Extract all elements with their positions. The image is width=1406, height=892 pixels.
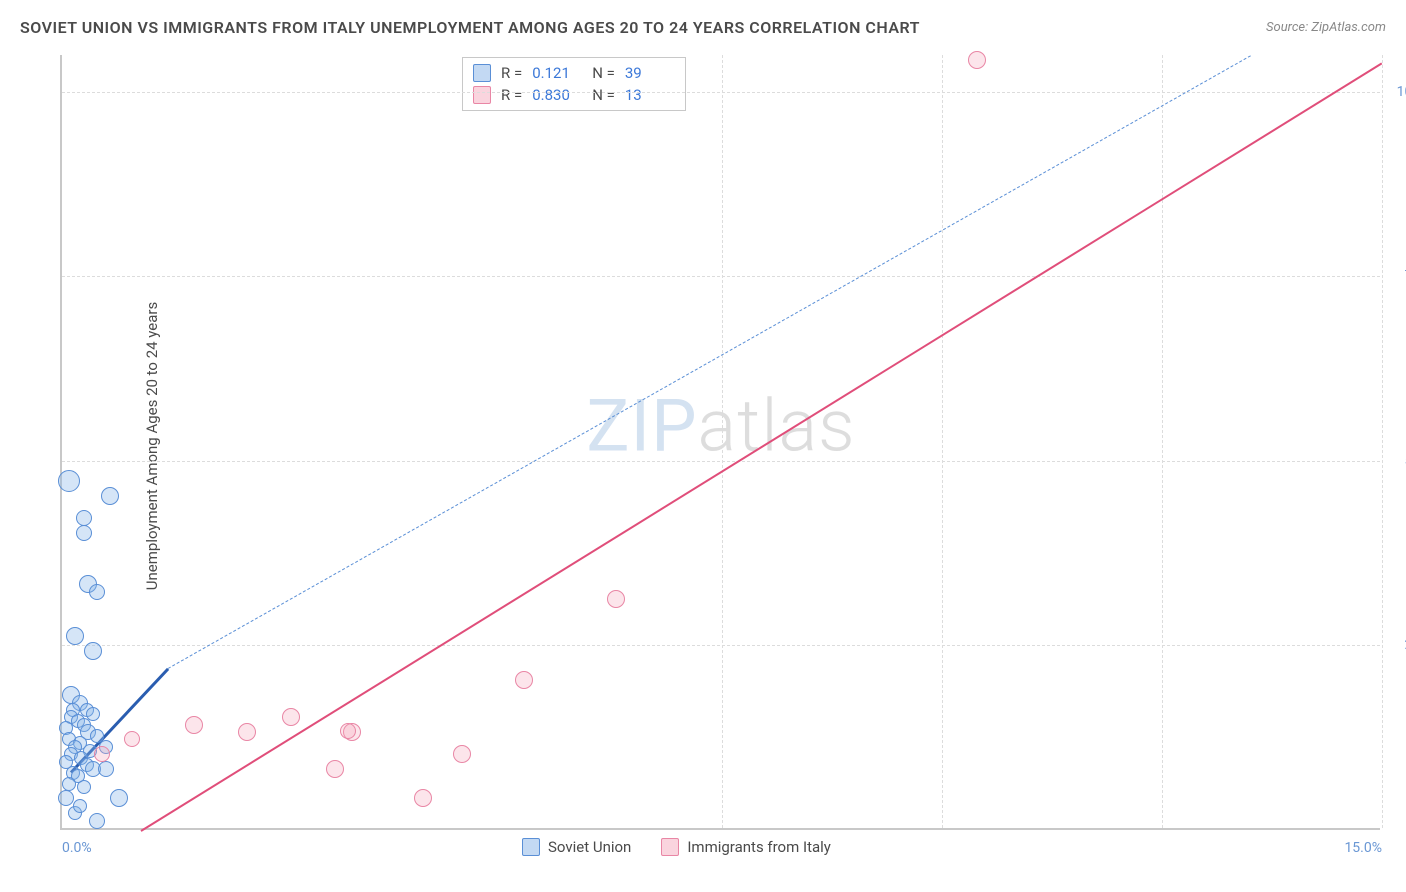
data-point <box>58 470 80 492</box>
data-point <box>515 671 533 689</box>
data-point <box>89 584 105 600</box>
data-point <box>326 760 344 778</box>
watermark-bold: ZIP <box>586 384 697 469</box>
data-point <box>98 761 114 777</box>
data-point <box>238 723 256 741</box>
data-point <box>73 799 87 813</box>
title-bar: SOVIET UNION VS IMMIGRANTS FROM ITALY UN… <box>20 18 1386 37</box>
data-point <box>185 716 203 734</box>
data-point <box>62 777 76 791</box>
swatch-blue-icon <box>473 64 491 82</box>
stats-row: R = 0.121 N = 39 <box>473 62 675 84</box>
data-point <box>76 525 92 541</box>
gridline-v <box>1162 55 1163 828</box>
plot-area: ZIPatlas R = 0.121 N = 39 R = 0.830 N = … <box>60 55 1380 830</box>
swatch-pink-icon <box>473 86 491 104</box>
data-point <box>94 746 110 762</box>
data-point <box>282 708 300 726</box>
data-point <box>89 813 105 829</box>
chart-title: SOVIET UNION VS IMMIGRANTS FROM ITALY UN… <box>20 18 920 37</box>
gridline-h <box>62 645 1380 646</box>
stat-r-label: R = <box>501 86 522 104</box>
data-point <box>453 745 471 763</box>
x-tick-label: 15.0% <box>1344 840 1382 856</box>
data-point <box>607 590 625 608</box>
gridline-h <box>62 461 1380 462</box>
trend-line <box>141 63 1383 832</box>
legend-label: Soviet Union <box>548 838 631 856</box>
x-tick-label: 0.0% <box>62 840 92 856</box>
gridline-v <box>942 55 943 828</box>
trend-line-dashed <box>167 55 1250 668</box>
data-point <box>77 780 91 794</box>
legend: Soviet Union Immigrants from Italy <box>522 838 831 856</box>
stat-n-label: N = <box>592 64 615 82</box>
y-tick-label: 100.0% <box>1382 84 1406 100</box>
stats-box: R = 0.121 N = 39 R = 0.830 N = 13 <box>462 57 686 111</box>
swatch-blue-icon <box>522 838 540 856</box>
source-label: Source: ZipAtlas.com <box>1266 20 1386 35</box>
data-point <box>110 789 128 807</box>
swatch-pink-icon <box>661 838 679 856</box>
data-point <box>101 487 119 505</box>
y-tick-label: 75.0% <box>1382 268 1406 284</box>
data-point <box>84 642 102 660</box>
stat-r-value: 0.121 <box>532 64 582 82</box>
gridline-v <box>1382 55 1383 828</box>
stat-r-value: 0.830 <box>532 86 582 104</box>
legend-item: Soviet Union <box>522 838 631 856</box>
data-point <box>414 789 432 807</box>
stat-n-value: 13 <box>625 86 675 104</box>
stats-row: R = 0.830 N = 13 <box>473 84 675 106</box>
legend-label: Immigrants from Italy <box>687 838 831 856</box>
stat-n-value: 39 <box>625 64 675 82</box>
gridline-v <box>722 55 723 828</box>
data-point <box>66 627 84 645</box>
data-point <box>124 731 140 747</box>
y-tick-label: 25.0% <box>1382 637 1406 653</box>
legend-item: Immigrants from Italy <box>661 838 831 856</box>
y-tick-label: 50.0% <box>1382 453 1406 469</box>
stat-n-label: N = <box>592 86 615 104</box>
gridline-h <box>62 276 1380 277</box>
data-point <box>968 51 986 69</box>
data-point <box>76 510 92 526</box>
data-point <box>340 723 356 739</box>
watermark: ZIPatlas <box>586 384 855 469</box>
stat-r-label: R = <box>501 64 522 82</box>
